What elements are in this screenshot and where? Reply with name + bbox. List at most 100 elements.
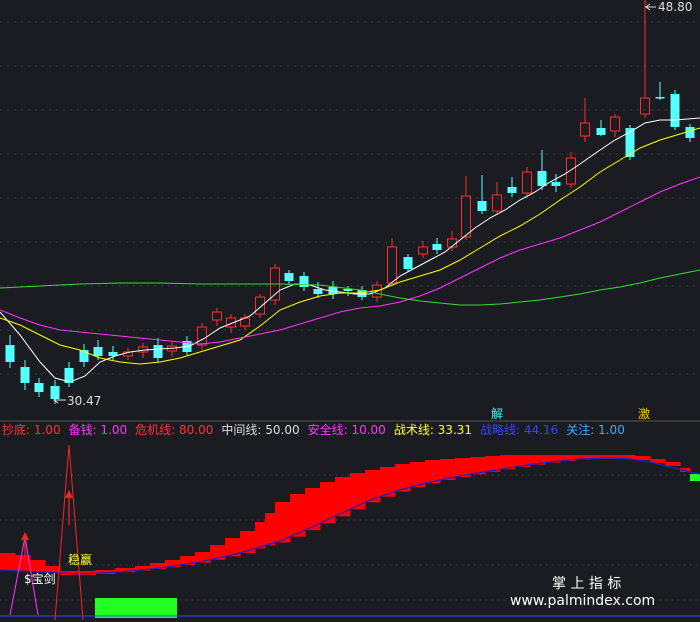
tactical-band-segment <box>470 457 486 475</box>
tactical-band-segment <box>365 470 381 503</box>
candle-body <box>685 127 695 138</box>
tactical-band-segment <box>560 455 576 461</box>
candle-body <box>432 244 442 250</box>
legend-item: 战略线: 44.16 <box>480 422 558 437</box>
low-price-label: 30.47 <box>67 394 101 408</box>
candle-body <box>328 287 338 294</box>
signal-markers: 解激 <box>491 407 650 421</box>
watermark-title: 掌 上 指 标 <box>552 576 621 592</box>
tactical-band-segment <box>335 477 351 517</box>
tactical-band-segment <box>320 482 336 524</box>
tactical-band-segment <box>115 568 136 573</box>
candle-body <box>461 195 471 238</box>
candles <box>5 0 695 404</box>
legend-item: 危机线: 80.00 <box>135 423 213 437</box>
legend-item: 安全线: 10.00 <box>308 422 386 437</box>
candle-body <box>522 171 532 194</box>
candle-body <box>403 257 413 269</box>
candle-body <box>93 347 103 356</box>
tactical-band-segment <box>665 462 681 466</box>
candle-body <box>625 128 635 157</box>
high-price-label: 48.80 <box>658 0 692 14</box>
tactical-band-segment <box>275 502 291 543</box>
candle-body <box>34 383 44 392</box>
candle-body <box>551 182 561 186</box>
candle-body <box>108 352 118 356</box>
tactical-band-segment <box>350 473 366 510</box>
candle-body <box>640 97 650 115</box>
tactical-band-segment <box>680 468 691 472</box>
low-arrow <box>53 396 59 404</box>
candle-body <box>477 201 487 211</box>
candle-body <box>20 367 30 383</box>
tactical-band-segment <box>380 467 396 497</box>
tactical-band-segment <box>650 459 666 463</box>
tactical-band-segment <box>485 456 501 472</box>
tactical-band-segment <box>95 570 116 574</box>
tactical-band-segment <box>690 474 700 481</box>
tactical-band-segment <box>425 460 441 484</box>
tactical-band-segment <box>150 563 166 569</box>
candle-body <box>596 128 606 135</box>
indicator-legend: 抄底: 1.00 备钱: 1.00 危机线: 80.00 中间线: 50.00 安全线:… <box>2 422 625 437</box>
signal-marker-ji: 激 <box>638 407 650 421</box>
candle-body <box>284 273 294 281</box>
candle-body <box>670 94 680 127</box>
tactical-band-segment <box>255 522 266 549</box>
legend-item: 关注: 1.00 <box>566 422 625 437</box>
grid-lines <box>0 21 700 601</box>
tactical-band-segment <box>290 494 306 537</box>
candle-body <box>299 276 309 287</box>
buy-label: 稳赢 <box>68 552 92 567</box>
tactical-band-segment <box>620 455 636 459</box>
candle-body <box>5 345 15 362</box>
candle-body <box>566 157 576 185</box>
candle-body <box>50 386 60 399</box>
candle-body <box>492 194 502 212</box>
tactical-band-segment <box>575 455 591 460</box>
tactical-band-segment <box>305 488 321 531</box>
candle-body <box>153 345 163 358</box>
tactical-band-segment <box>440 459 456 480</box>
buy-arrow-head <box>65 490 73 498</box>
ma-line-ma60 <box>0 269 700 306</box>
tactical-band-segment <box>30 560 46 572</box>
candle-body <box>343 289 353 291</box>
candle-body <box>418 246 428 255</box>
signal-marker-jie: 解 <box>491 407 503 421</box>
candle-body <box>197 326 207 346</box>
tag-label: $宝剑 <box>24 571 56 586</box>
ma-line-ma5 <box>0 117 700 383</box>
tactical-band-segment <box>165 560 181 568</box>
price-labels: 48.80 30.47 <box>53 0 692 408</box>
tactical-band-segment <box>75 571 96 575</box>
legend-item: 中间线: 50.00 <box>221 422 299 437</box>
candle-body <box>655 97 665 99</box>
spike-red <box>54 444 84 621</box>
volume-bar <box>95 598 177 618</box>
tactical-band-segment <box>605 455 621 459</box>
tactical-band-segment <box>395 464 411 492</box>
candle-body <box>537 171 547 186</box>
tactical-band-segment <box>45 566 61 573</box>
tactical-band-segment <box>225 538 241 557</box>
watermark-url: www.palmindex.com <box>510 593 655 609</box>
legend-item: 战术线: 33.31 <box>394 423 472 437</box>
legend-item: 备钱: 1.00 <box>69 422 128 437</box>
buy-arrow-head <box>21 532 29 540</box>
candle-body <box>580 122 590 137</box>
tactical-band-segment <box>545 455 561 463</box>
candle-body <box>212 311 222 321</box>
ma-line-ma20 <box>0 176 700 345</box>
tactical-band-segment <box>265 513 276 546</box>
tactical-band-segment <box>500 455 516 470</box>
moving-averages <box>0 117 700 383</box>
candle-body <box>507 187 517 193</box>
tactical-band-segment <box>135 566 151 571</box>
tactical-band-segment <box>590 455 606 459</box>
candle-body <box>387 246 397 284</box>
strategy-line <box>0 457 700 575</box>
